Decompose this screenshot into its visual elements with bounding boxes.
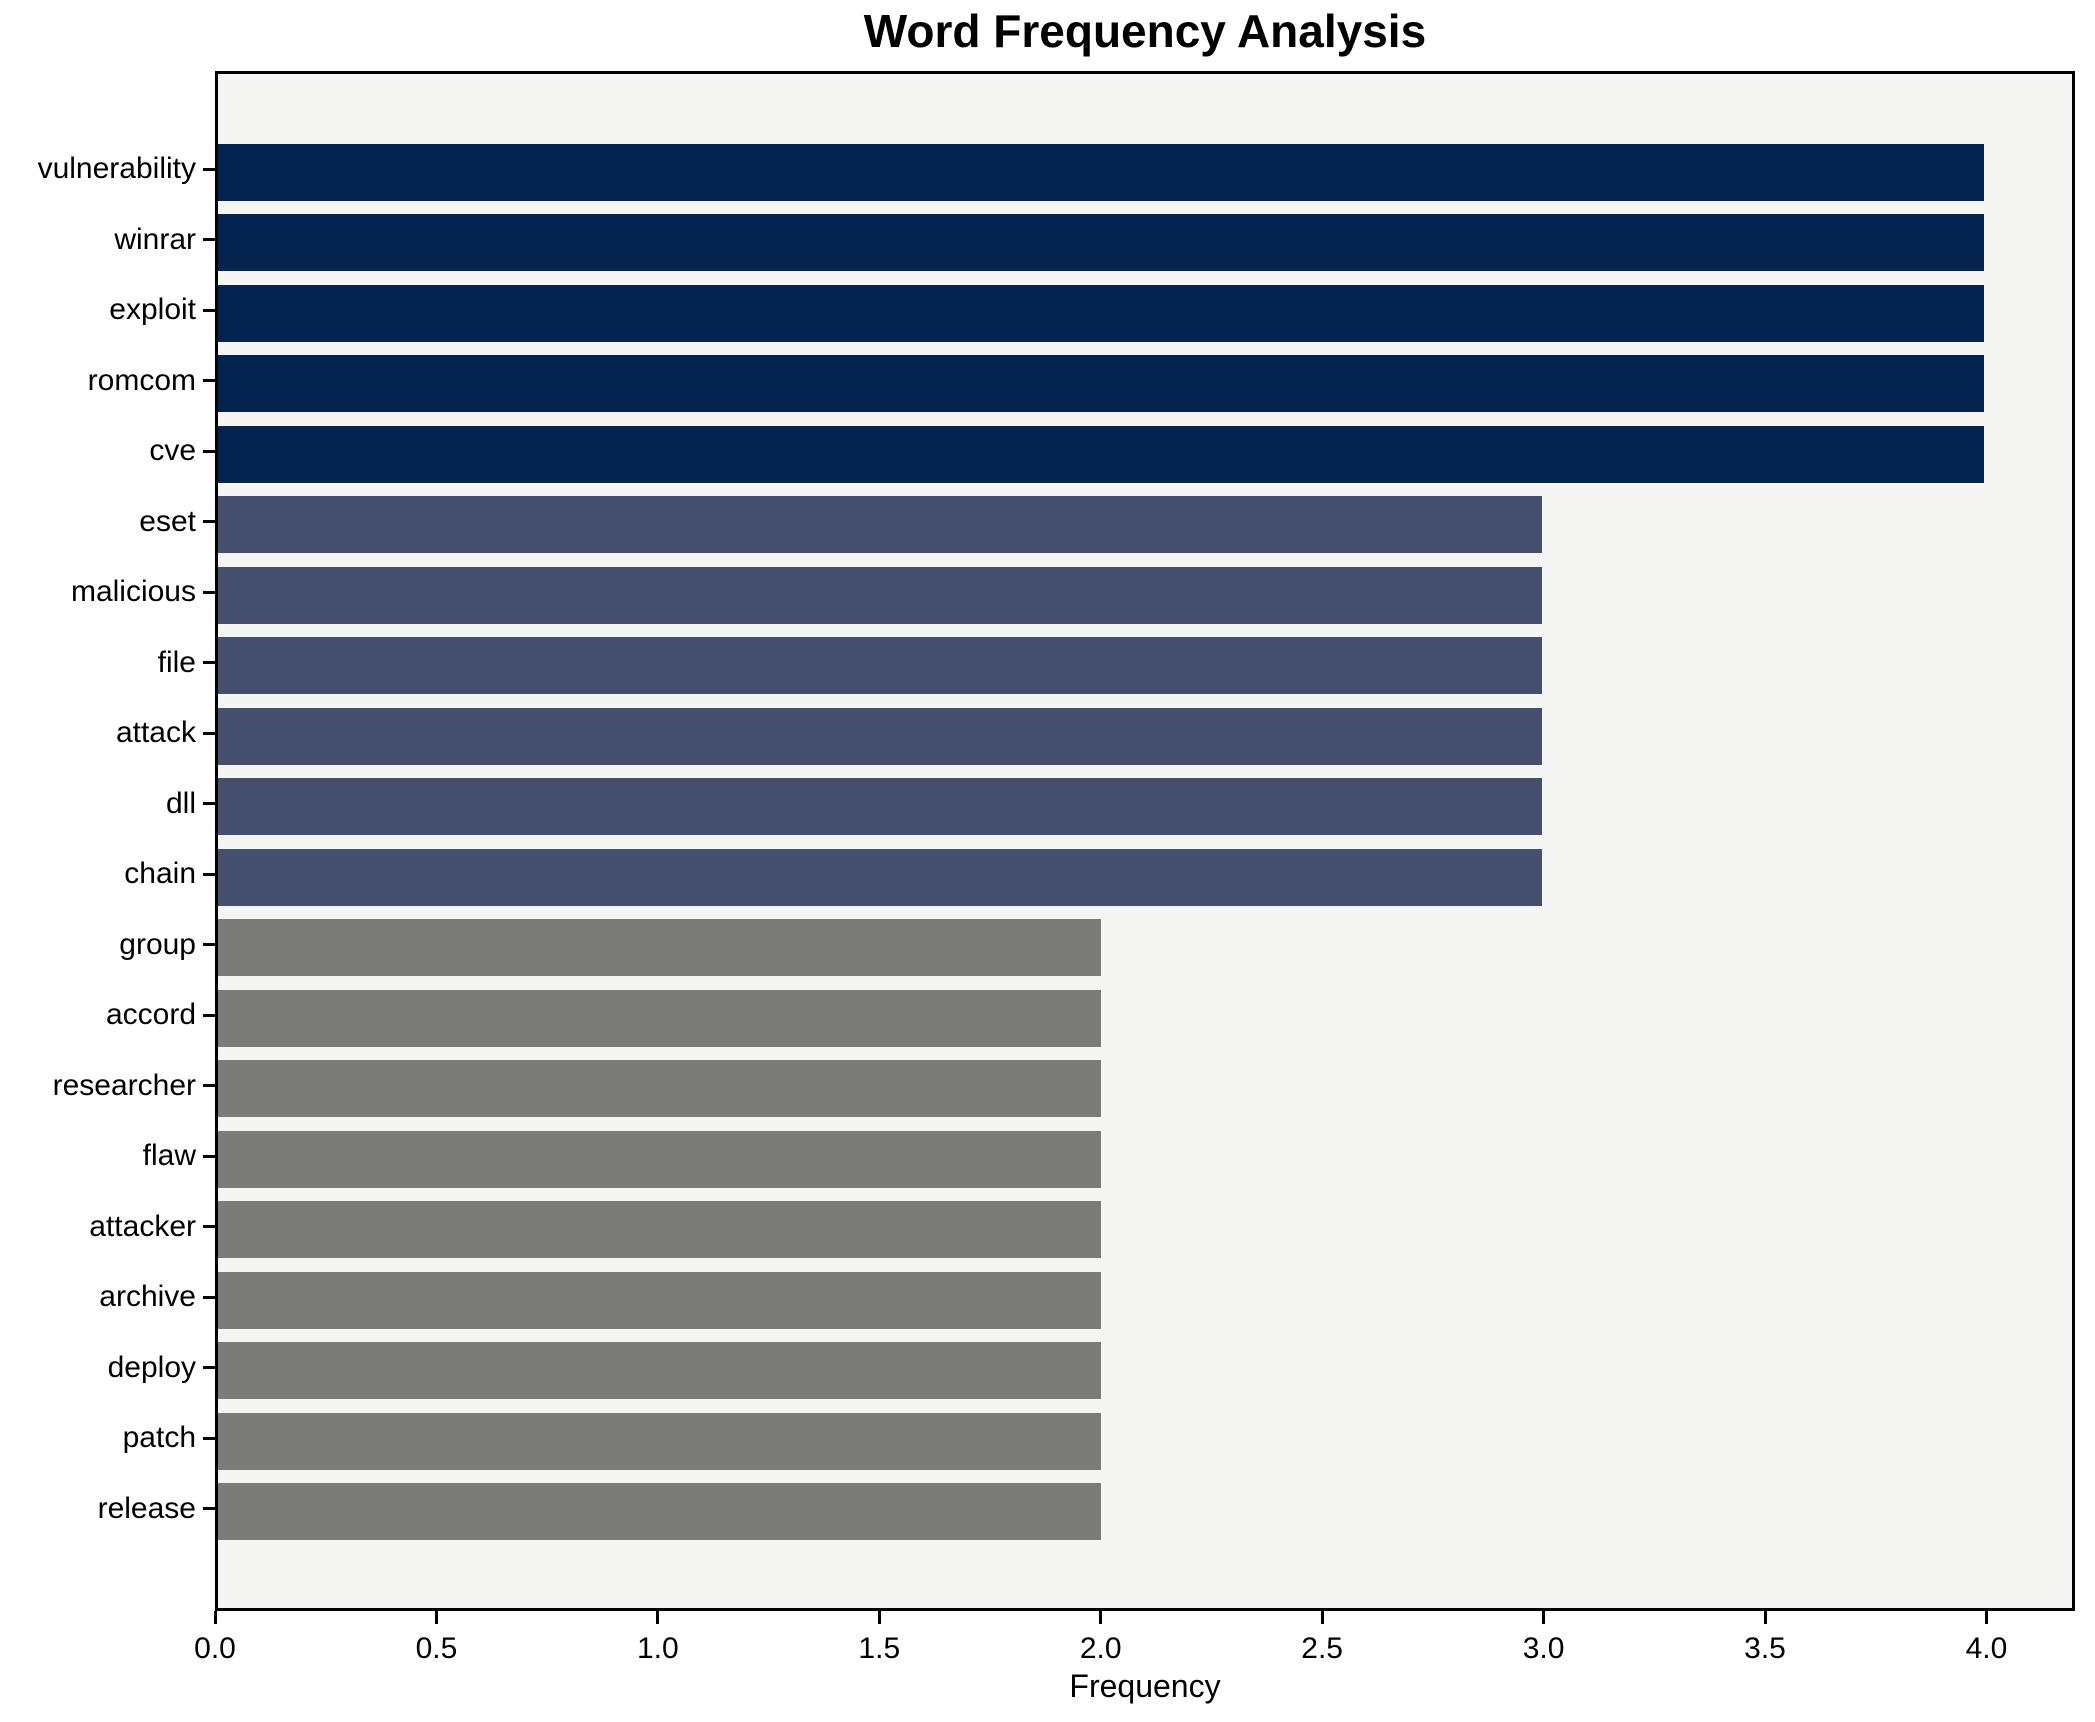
chart-title: Word Frequency Analysis (863, 5, 1427, 57)
x-tick-label-4.0: 4.0 (1965, 1632, 2008, 1665)
y-tick-label-vulnerability: vulnerability (37, 152, 196, 185)
y-tick-label-cve: cve (149, 434, 196, 467)
y-tick-label-group: group (119, 927, 196, 961)
bar-vulnerability (218, 143, 1984, 201)
y-tick-mark (203, 1225, 215, 1228)
y-tick-mark (203, 520, 215, 523)
y-tick-label-attacker: attacker (89, 1209, 196, 1243)
y-tick-mark (203, 379, 215, 382)
y-tick-mark (203, 872, 215, 876)
y-tick-label-flaw: flaw (142, 1139, 196, 1172)
bar-group (218, 919, 1101, 976)
y-tick-label-release: release (97, 1491, 196, 1525)
x-tick-label-2.0: 2.0 (1079, 1632, 1122, 1665)
x-tick-label-0.0: 0.0 (194, 1632, 236, 1665)
y-tick-label-winrar: winrar (114, 222, 196, 256)
y-tick-mark (203, 731, 215, 735)
bar-file (218, 637, 1543, 694)
y-tick-mark (203, 943, 215, 946)
bar-cve (218, 425, 1984, 483)
y-tick-mark (203, 167, 215, 171)
x-tick-mark (1320, 1611, 1324, 1624)
y-tick-label-eset: eset (139, 504, 196, 538)
bar-winrar (218, 214, 1984, 271)
y-tick-label-malicious: malicious (70, 575, 196, 608)
bar-archive (218, 1271, 1101, 1329)
x-tick-mark (656, 1611, 660, 1624)
bar-flaw (218, 1130, 1101, 1188)
y-tick-mark (203, 308, 215, 312)
y-tick-label-deploy: deploy (107, 1350, 196, 1384)
y-axis-labels: vulnerability winrar exploit romcom cve eset m… (0, 71, 196, 1611)
bar-patch (218, 1412, 1101, 1470)
bar-accord (218, 989, 1101, 1047)
bar-exploit (218, 284, 1984, 342)
bar-deploy (218, 1342, 1101, 1399)
bar-release (218, 1483, 1101, 1540)
y-tick-mark (203, 590, 215, 594)
y-tick-label-patch: patch (122, 1421, 196, 1454)
y-tick-mark (203, 1013, 215, 1017)
y-tick-label-dll: dll (165, 786, 196, 820)
y-tick-mark (203, 449, 215, 453)
y-tick-label-romcom: romcom (87, 363, 196, 397)
x-tick-label-2.5: 2.5 (1301, 1632, 1343, 1665)
plot-area (215, 71, 2075, 1611)
y-tick-mark (203, 1154, 215, 1158)
x-tick-mark (877, 1611, 881, 1624)
y-tick-mark (203, 238, 215, 241)
x-tick-mark (1984, 1611, 1988, 1624)
x-tick-label-1.0: 1.0 (636, 1632, 679, 1665)
x-tick-mark (213, 1611, 217, 1624)
bar-malicious (218, 566, 1543, 624)
x-axis-title: Frequency (1069, 1668, 1221, 1704)
x-tick-mark (1099, 1611, 1103, 1624)
x-tick-mark (1542, 1611, 1546, 1624)
y-tick-mark (203, 1366, 215, 1369)
y-tick-mark (203, 802, 215, 805)
y-tick-mark (203, 1507, 215, 1510)
y-tick-label-exploit: exploit (109, 293, 196, 326)
y-tick-mark (203, 1295, 215, 1299)
x-tick-mark (1763, 1611, 1767, 1624)
bar-chain (218, 848, 1543, 906)
y-tick-mark (203, 1436, 215, 1440)
bar-attacker (218, 1201, 1101, 1258)
y-tick-mark (203, 1084, 215, 1087)
y-tick-mark (203, 661, 215, 664)
x-tick-label-0.5: 0.5 (415, 1632, 458, 1665)
y-tick-label-researcher: researcher (52, 1068, 196, 1102)
y-tick-label-archive: archive (99, 1280, 196, 1313)
y-tick-label-attack: attack (115, 716, 196, 749)
y-tick-label-chain: chain (124, 857, 196, 890)
bar-attack (218, 707, 1543, 765)
bar-researcher (218, 1060, 1101, 1117)
y-tick-label-file: file (157, 645, 196, 679)
x-tick-mark (434, 1611, 438, 1624)
bar-romcom (218, 355, 1984, 412)
y-tick-label-accord: accord (105, 998, 196, 1031)
x-tick-label-3.0: 3.0 (1522, 1632, 1565, 1665)
bar-eset (218, 496, 1543, 553)
x-tick-label-3.5: 3.5 (1744, 1632, 1786, 1665)
bar-dll (218, 778, 1543, 835)
x-tick-label-1.5: 1.5 (858, 1632, 901, 1665)
